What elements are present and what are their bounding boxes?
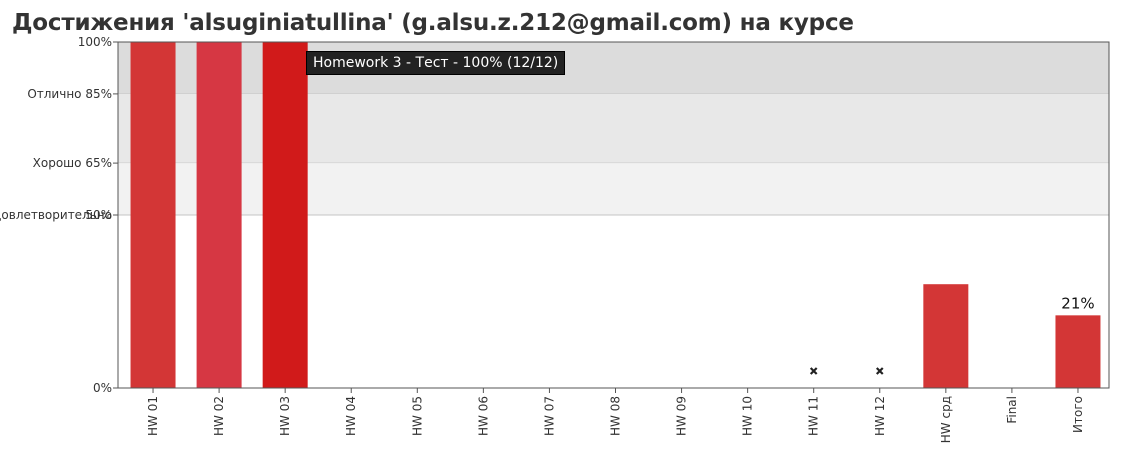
bars xyxy=(130,42,1101,388)
x-tick-label: HW 02 xyxy=(212,396,226,436)
x-axis: HW 01 HW 02 HW 03 HW 04 HW 05 HW 06 HW 07 HW 08… xyxy=(146,388,1085,443)
y-axis: 0% 50% 100% Отлично 85% Хорошо 65% Удовлетвор… xyxy=(0,35,118,395)
missing-markers xyxy=(809,367,884,375)
band-label: Хорошо 65% xyxy=(33,156,112,170)
x-tick-label: HW 10 xyxy=(741,396,755,436)
x-tick-label: HW срд xyxy=(939,396,953,443)
x-tick-label: HW 04 xyxy=(344,396,358,436)
band-label: Удовлетворительно xyxy=(0,208,112,222)
y-tick-label: 100% xyxy=(78,35,112,49)
y-tick-label: 0% xyxy=(93,381,112,395)
missing-marker-hw-12 xyxy=(875,367,884,375)
bar-hw-03 xyxy=(262,42,308,388)
bar-итого xyxy=(1055,315,1101,388)
x-tick-label: HW 08 xyxy=(609,396,623,436)
band-label: Отлично 85% xyxy=(27,87,112,101)
bar-hw-02 xyxy=(196,42,242,388)
x-tick-label: HW 09 xyxy=(675,396,689,436)
page-title: Достижения 'alsuginiatullina' (g.alsu.z.… xyxy=(12,10,854,36)
x-tick-label: HW 12 xyxy=(873,396,887,436)
x-tick-label: HW 01 xyxy=(146,396,160,436)
missing-marker-hw-11 xyxy=(809,367,818,375)
x-tick-label: HW 03 xyxy=(278,396,292,436)
bar-hw-срд xyxy=(923,284,969,388)
x-tick-label: HW 07 xyxy=(542,396,556,436)
x-tick-label: HW 06 xyxy=(476,396,490,436)
bar-hw-01 xyxy=(130,42,176,388)
y-tick-label: 50% xyxy=(85,208,112,222)
data-labels: 21% xyxy=(1061,294,1094,312)
x-tick-label: Final xyxy=(1005,396,1019,424)
x-tick-label: HW 05 xyxy=(410,396,424,436)
x-tick-label: Итого xyxy=(1071,396,1085,433)
data-label: 21% xyxy=(1061,294,1094,312)
bar-tooltip: Homework 3 - Тест - 100% (12/12) xyxy=(306,51,566,75)
x-tick-label: HW 11 xyxy=(807,396,821,436)
